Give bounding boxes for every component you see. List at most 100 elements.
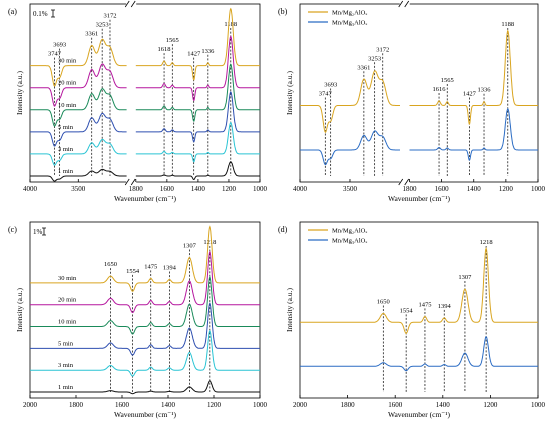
x-tick-label: 1000: [531, 185, 546, 193]
series-line: [30, 380, 260, 395]
x-tick-label: 1200: [222, 185, 237, 193]
panel-b: 4000 3500 1800 1600 1400 1200 1000 (b) Wavenumbe…: [278, 0, 546, 203]
series-line: [30, 225, 260, 292]
x-tick-label: 4000: [23, 185, 38, 193]
peak-label: 1394: [163, 265, 177, 272]
x-tick-label: 1400: [467, 185, 482, 193]
peak-label: 1307: [183, 243, 197, 250]
series-label: 1 min: [58, 384, 74, 391]
panel-a: 4000 3500 1800 1600 1400 1200 1000 (a) Wavenumbe…: [8, 0, 268, 203]
peak-label: 1336: [201, 48, 215, 55]
peak-label: 3172: [376, 46, 389, 53]
axis-break-mask: [399, 0, 410, 8]
legend-label: Mn/Mg₃AlOₓ: [332, 238, 367, 245]
peak-label: 3693: [324, 81, 337, 88]
x-tick-label: 1800: [402, 185, 417, 193]
y-axis-label: Intensity (a.u.): [285, 71, 294, 115]
series-line: [30, 121, 260, 166]
series-label: 3 min: [58, 362, 74, 369]
peak-label: 1565: [441, 77, 454, 84]
panel-label: (c): [8, 225, 17, 234]
legend-label: Mn/Mg₂AlOₓ: [332, 228, 367, 235]
series-label: 10 min: [58, 319, 77, 326]
peak-label: 3172: [103, 13, 116, 20]
plot-frame: [299, 3, 539, 183]
axis-break-mask: [126, 178, 137, 186]
peak-label: 3253: [96, 22, 109, 29]
peak-label: 3747: [319, 90, 333, 97]
series-line: [300, 107, 538, 166]
peak-label: 1336: [478, 87, 492, 94]
plot-frame: [29, 221, 261, 399]
series-label: 1 min: [58, 168, 74, 175]
series-line: [30, 329, 260, 377]
x-tick-label: 1600: [435, 185, 450, 193]
x-tick-label: 3500: [71, 185, 86, 193]
peak-label: 1188: [224, 21, 237, 28]
x-tick-label: 1400: [436, 401, 451, 409]
x-tick-label: 1000: [531, 401, 546, 409]
x-axis-label: Wavenumber (cm⁻¹): [388, 410, 451, 419]
legend-label: Mn/Mg₂AlOₓ: [332, 10, 367, 17]
x-tick-label: 1600: [160, 185, 175, 193]
x-tick-label: 1800: [129, 185, 144, 193]
panel-c: 2000 1800 1600 1400 1200 1000 (c) Wavenumber (c…: [8, 221, 268, 419]
peak-label: 1618: [158, 46, 171, 53]
axis-break-mark: [124, 0, 136, 8]
x-tick-label: 1800: [69, 401, 84, 409]
peak-label: 1650: [377, 298, 390, 305]
peak-label: 1307: [458, 274, 472, 281]
series-line: [30, 63, 260, 127]
scale-bar: [42, 227, 46, 236]
x-tick-label: 1000: [253, 401, 268, 409]
series-label: 20 min: [58, 297, 77, 304]
panel-label: (d): [278, 225, 288, 234]
peak-label: 1218: [480, 239, 493, 246]
series-line: [30, 275, 260, 335]
x-tick-label: 3500: [343, 185, 358, 193]
peak-label: 3693: [53, 42, 66, 49]
x-axis-label: Wavenumber (cm⁻¹): [114, 194, 177, 203]
peak-label: 1188: [501, 21, 514, 28]
peak-label: 3253: [368, 55, 381, 62]
peak-label: 1565: [166, 37, 179, 44]
peak-label: 1650: [104, 261, 117, 268]
x-tick-label: 1400: [191, 185, 206, 193]
x-axis-label: Wavenumber (cm⁻¹): [114, 410, 177, 419]
series-label: 30 min: [58, 58, 77, 65]
x-tick-label: 1400: [161, 401, 176, 409]
y-axis-label: Intensity (a.u.): [285, 288, 294, 332]
series-line: [300, 246, 538, 335]
peak-label: 1616: [433, 86, 447, 93]
x-tick-label: 1200: [483, 401, 498, 409]
series-label: 5 min: [58, 124, 74, 131]
peak-label: 1475: [418, 301, 431, 308]
series-line: [30, 250, 260, 314]
x-tick-label: 1000: [253, 185, 268, 193]
axis-break-mark: [124, 178, 136, 186]
panel-label: (a): [8, 7, 17, 16]
axis-break-mask: [399, 178, 410, 186]
x-tick-label: 1200: [499, 185, 514, 193]
plot-frame: [299, 221, 539, 399]
series-line: [30, 161, 260, 182]
peak-label: 1394: [438, 303, 452, 310]
peak-label: 3361: [85, 31, 98, 38]
series-label: 20 min: [58, 80, 77, 87]
x-tick-label: 2000: [293, 401, 308, 409]
x-tick-label: 4000: [293, 185, 308, 193]
series-line: [300, 29, 538, 134]
peak-label: 1554: [400, 307, 414, 314]
x-axis-label: Wavenumber (cm⁻¹): [388, 194, 451, 203]
x-tick-label: 1600: [115, 401, 130, 409]
peak-label: 3747: [48, 51, 62, 58]
axis-break-mark: [398, 178, 410, 186]
x-tick-label: 1600: [388, 401, 403, 409]
peak-label: 1218: [203, 239, 216, 246]
x-tick-label: 1800: [341, 401, 356, 409]
scale-bar-label: 1%: [33, 228, 43, 236]
series-label: 10 min: [58, 102, 77, 109]
axis-break-mask: [126, 0, 137, 8]
series-line: [300, 336, 538, 372]
